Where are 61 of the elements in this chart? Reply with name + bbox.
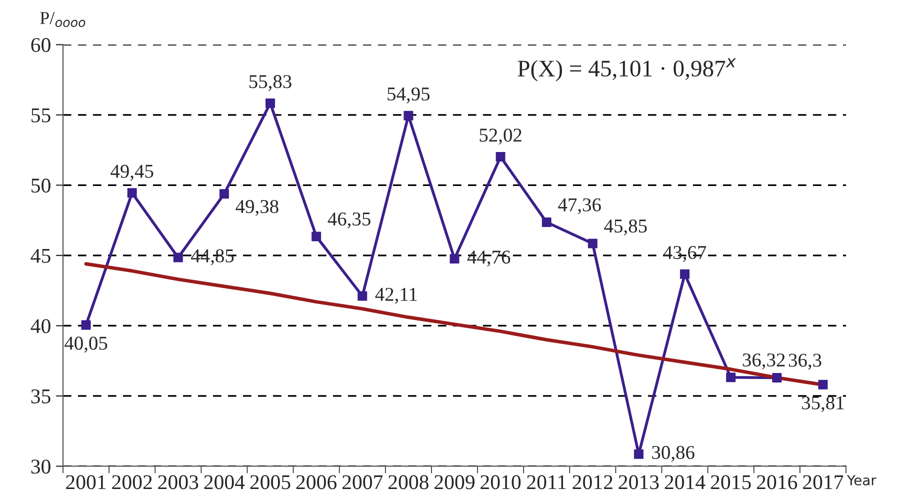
data-label: 43,67 (663, 246, 706, 262)
data-label: 52,02 (480, 128, 522, 145)
point (818, 380, 828, 390)
x-tick-label: 2012 (572, 475, 612, 490)
y-axis-title: P/$_{oooo}$ (40, 12, 86, 28)
data-label: 42,11 (375, 288, 417, 304)
data-label: 55,83 (250, 75, 292, 91)
x-tick-label: 2007 (342, 475, 383, 490)
data-label: 36,32 (742, 353, 785, 370)
annotation: P(X) = 45,101 · 0,987$^{x}$ (518, 58, 736, 82)
data-label: 47,36 (558, 198, 601, 214)
x-tick-label: 2008 (388, 475, 428, 490)
y-tick-label: 40 (30, 319, 50, 334)
point (404, 110, 414, 120)
x-tick-label: 2014 (664, 475, 706, 490)
data-label: 35,81 (802, 396, 844, 412)
y-tick-label: 55 (32, 108, 50, 122)
point (496, 152, 506, 162)
point (680, 269, 690, 279)
data-label: 44,85 (191, 249, 234, 266)
point (450, 254, 460, 264)
data-label: 36,3 (788, 354, 822, 370)
y-tick-label: 50 (32, 178, 50, 193)
x-tick-label: 2015 (710, 475, 751, 490)
x-tick-label: 2002 (112, 475, 152, 490)
x-tick-label: 2017 (803, 475, 844, 490)
y-tick-label: 30 (31, 460, 50, 474)
point (81, 320, 91, 330)
point (358, 291, 368, 301)
y-tick-label: 45 (30, 248, 50, 263)
x-tick-label: 2006 (296, 475, 337, 490)
point (219, 189, 229, 199)
y-tick-label: 35 (31, 389, 50, 404)
data-label: 44,76 (467, 250, 510, 266)
data-label: 54,95 (388, 87, 430, 104)
x-tick-label: 2001 (66, 475, 106, 490)
data-label: 45,85 (604, 219, 647, 236)
point (312, 232, 322, 242)
point (772, 372, 782, 382)
data-label: 40,05 (64, 336, 108, 353)
x-tick-label: 2013 (618, 475, 659, 490)
point (173, 252, 183, 262)
point (726, 372, 736, 382)
x-tick-label: 2003 (158, 475, 198, 490)
x-tick-label: 2010 (480, 475, 521, 490)
x-tick-label: 2005 (250, 475, 290, 490)
data-label: 49,45 (110, 164, 154, 181)
x-tick-label: 2009 (434, 475, 474, 490)
point (266, 98, 276, 108)
x-tick-label: 2011 (527, 475, 566, 490)
data-label: 30,86 (652, 446, 694, 462)
x-axis-title: Year (846, 475, 876, 486)
data-label: 49,38 (236, 200, 278, 216)
x-tick-label: 2016 (756, 475, 798, 490)
y-tick-label: 60 (31, 38, 50, 52)
point (588, 238, 598, 248)
point (542, 218, 552, 228)
point (127, 188, 137, 198)
point (634, 449, 644, 459)
x-tick-label: 2004 (204, 475, 245, 490)
data-label: 46,35 (328, 212, 370, 228)
